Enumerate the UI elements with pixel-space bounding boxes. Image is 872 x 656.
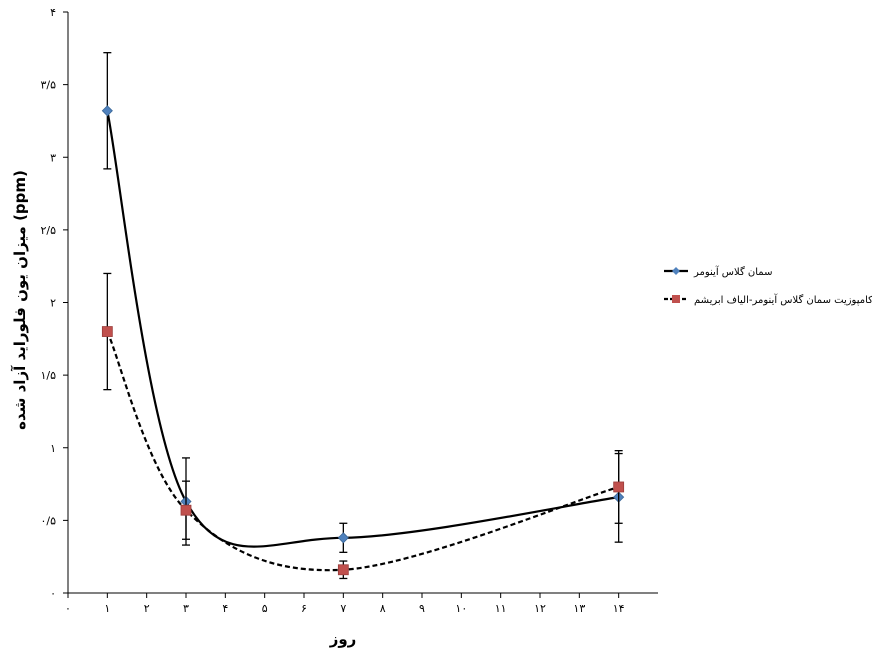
x-tick-label: ۱۰ bbox=[455, 602, 467, 615]
y-tick-label: ۰/۵ bbox=[40, 514, 56, 527]
legend: سمان گلاس آینومر کامپوزیت سمان گلاس آینوم… bbox=[664, 265, 872, 306]
x-tick-label: ۹ bbox=[419, 602, 425, 615]
y-tick-label: ۰ bbox=[50, 587, 56, 600]
y-tick-label: ۴ bbox=[50, 6, 56, 19]
series-line bbox=[106, 331, 619, 572]
x-tick-label: ۸ bbox=[380, 602, 386, 615]
x-tick-label: ۱ bbox=[104, 602, 110, 615]
x-tick-label: ۳ bbox=[183, 602, 189, 615]
data-point bbox=[101, 105, 113, 117]
x-tick-label: ۱۳ bbox=[573, 602, 585, 615]
x-ticks: ۰ ۱ ۲ ۳ ۴ ۵ ۶ ۷ ۸ ۹ ۱۰ ۱۱ ۱۲ ۱۳ ۱۴ bbox=[65, 593, 625, 615]
legend-label: سمان گلاس آینومر bbox=[693, 265, 772, 278]
x-tick-label: ۰ bbox=[65, 602, 71, 615]
legend-label: کامپوزیت سمان گلاس آینومر-الیاف ابریشم bbox=[694, 293, 872, 306]
data-point bbox=[337, 564, 349, 576]
legend-marker bbox=[672, 295, 680, 303]
x-tick-label: ۶ bbox=[301, 602, 307, 615]
x-tick-label: ۴ bbox=[222, 602, 228, 615]
x-axis-title: روز bbox=[329, 630, 357, 648]
data-point bbox=[101, 326, 113, 337]
y-tick-label: ۲ bbox=[50, 297, 56, 310]
legend-item-1: سمان گلاس آینومر bbox=[664, 265, 772, 278]
x-tick-label: ۷ bbox=[340, 602, 346, 615]
legend-item-2: کامپوزیت سمان گلاس آینومر-الیاف ابریشم bbox=[664, 293, 872, 306]
y-tick-label: ۲/۵ bbox=[40, 224, 56, 237]
x-tick-label: ۱۴ bbox=[613, 602, 625, 615]
x-tick-label: ۲ bbox=[144, 602, 150, 615]
data-point bbox=[337, 532, 349, 544]
y-tick-label: ۳/۵ bbox=[40, 79, 56, 92]
x-tick-label: ۱۲ bbox=[534, 602, 546, 615]
series-2 bbox=[101, 272, 625, 580]
data-point bbox=[180, 504, 192, 516]
series-layer bbox=[101, 52, 625, 580]
y-tick-label: ۳ bbox=[50, 151, 56, 164]
y-tick-label: ۱/۵ bbox=[40, 369, 56, 382]
data-point bbox=[613, 481, 625, 493]
x-tick-label: ۱۱ bbox=[495, 602, 507, 615]
legend-marker bbox=[672, 267, 680, 275]
series-line bbox=[106, 110, 619, 548]
y-tick-label: ۱ bbox=[50, 442, 56, 455]
y-axis-title: میزان یون فلوراید آزاد شده (ppm) bbox=[11, 170, 29, 430]
y-ticks: ۰ ۰/۵ ۱ ۱/۵ ۲ ۲/۵ ۳ ۳/۵ ۴ bbox=[40, 6, 68, 600]
series-1 bbox=[101, 52, 625, 553]
x-tick-label: ۵ bbox=[262, 602, 268, 615]
